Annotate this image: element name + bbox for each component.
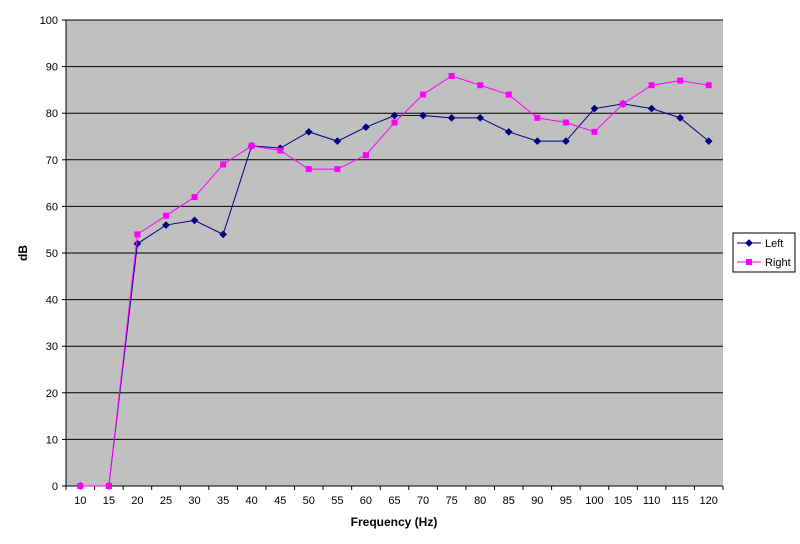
right-point-115 [677,77,684,84]
right-point-45 [277,147,284,154]
right-point-40 [248,142,255,149]
y-tick-label-70: 70 [46,155,58,167]
legend: Left Right [732,232,796,273]
right-point-25 [162,212,169,219]
left-point-80 [476,113,485,122]
right-point-50 [305,166,312,173]
left-point-25 [162,221,170,229]
left-point-120 [704,137,713,146]
right-point-120 [705,82,712,89]
right-point-110 [648,82,655,89]
x-tick-label-15: 15 [103,495,115,507]
y-tick-label-40: 40 [46,295,58,307]
x-tick-label-20: 20 [131,495,143,507]
x-tick-label-10: 10 [74,495,86,507]
x-tick-label-95: 95 [560,495,572,507]
right-point-65 [391,119,398,126]
left-point-55 [333,137,342,146]
series-right [77,72,712,489]
legend-label-right: Right [765,257,791,269]
right-point-70 [420,91,427,98]
x-tick-label-85: 85 [503,495,515,507]
left-point-100 [590,104,599,113]
legend-box [732,232,796,273]
left-point-70 [419,111,428,120]
legend-marker-left [745,239,753,247]
right-point-85 [505,91,512,98]
right-point-15 [105,483,112,489]
right-point-75 [448,72,455,79]
x-tick-label-30: 30 [188,495,200,507]
x-tick-label-80: 80 [474,495,486,507]
right-point-30 [191,194,198,201]
x-tick-labels: 10 15 20 25 30 35 40 45 50 55 60 65 70 75 80 85 90 95 100 1… [65,486,724,507]
x-tick-label-35: 35 [217,495,229,507]
x-tick-label-45: 45 [274,495,286,507]
right-point-100 [591,128,598,135]
y-tick-label-80: 80 [46,108,58,120]
y-tick-label-30: 30 [46,341,58,353]
x-tick-label-25: 25 [160,495,172,507]
x-tick-label-90: 90 [531,495,543,507]
left-point-115 [676,113,685,122]
legend-marker-right [746,259,752,265]
y-tick-label-10: 10 [46,434,58,446]
x-tick-label-50: 50 [303,495,315,507]
x-tick-label-105: 105 [614,495,632,507]
legend-label-left: Left [765,238,783,250]
left-point-90 [533,137,542,146]
y-tick-label-60: 60 [46,201,58,213]
x-tick-label-65: 65 [388,495,400,507]
x-tick-label-115: 115 [671,495,689,507]
left-point-30 [190,216,199,225]
left-point-95 [561,137,570,146]
left-point-60 [361,123,370,132]
y-tick-label-100: 100 [40,15,58,27]
y-tick-label-20: 20 [46,388,58,400]
left-point-75 [447,113,456,122]
right-point-105 [620,100,627,107]
x-tick-label-40: 40 [246,495,258,507]
x-tick-label-55: 55 [331,495,343,507]
x-tick-label-75: 75 [446,495,458,507]
x-tick-label-120: 120 [700,495,718,507]
left-point-20 [133,239,142,248]
left-point-50 [304,127,313,136]
right-point-80 [477,82,484,89]
right-point-20 [134,231,141,238]
y-tick-label-90: 90 [46,62,58,74]
right-point-60 [362,152,369,159]
gridlines [66,19,723,440]
series-layer [76,72,713,490]
left-point-110 [647,104,656,113]
x-tick-label-110: 110 [643,495,661,507]
y-tick-label-50: 50 [46,248,58,260]
x-tick-label-60: 60 [360,495,372,507]
left-point-35 [219,230,228,239]
y-axis-title: dB [16,245,30,261]
left-point-85 [504,127,513,136]
y-tick-labels: 0 10 20 30 40 50 60 70 80 90 100 [40,15,66,493]
right-point-95 [562,119,569,126]
right-point-90 [534,114,541,121]
x-tick-label-100: 100 [585,495,603,507]
y-tick-label-0: 0 [52,481,58,493]
x-axis-title: Frequency (Hz) [351,515,438,529]
left-point-65 [390,111,399,120]
x-tick-label-70: 70 [417,495,429,507]
right-point-35 [220,161,227,168]
right-point-10 [77,483,84,489]
right-point-55 [334,166,341,173]
